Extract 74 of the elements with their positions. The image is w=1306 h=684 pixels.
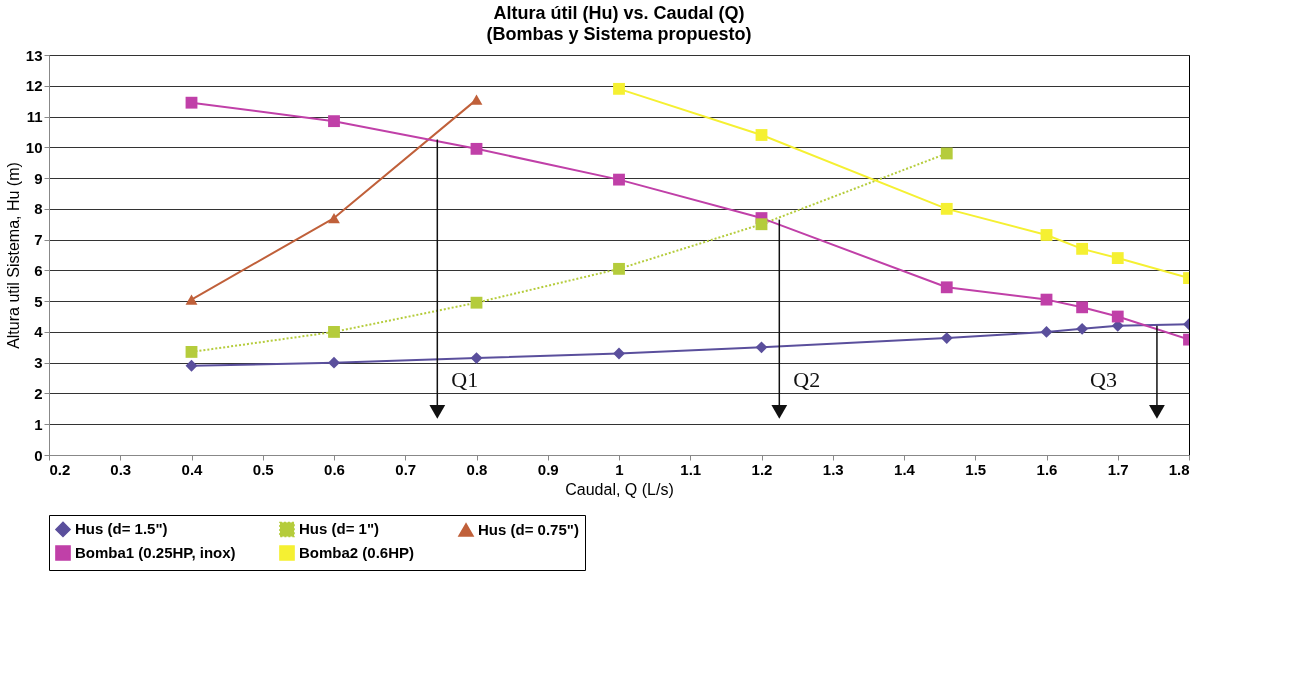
y-tick-label: 4: [34, 323, 44, 341]
x-tick-label: 1.2: [751, 460, 773, 478]
point: [470, 296, 483, 309]
x-tick-label: 1.7: [1107, 460, 1129, 478]
point: [185, 96, 198, 109]
y-tick-label: 0: [34, 446, 43, 464]
y-tick-label: 2: [34, 384, 43, 402]
point: [755, 341, 768, 354]
point: [328, 356, 340, 369]
y-tick-label: 8: [34, 200, 43, 218]
x-tick-label: 0.5: [252, 460, 274, 478]
point: [755, 129, 768, 141]
x-tick-label: 0.9: [537, 460, 559, 478]
point: [940, 147, 953, 160]
legend-label: Hus (d= 0.75"): [478, 520, 579, 538]
point: [940, 281, 953, 294]
legend-label: Hus (d= 1"): [299, 520, 380, 538]
x-tick-label: 1.5: [965, 460, 987, 478]
point: [1111, 252, 1124, 264]
y-tick-label: 1: [34, 415, 43, 433]
chart-title: Altura útil (Hu) vs. Caudal (Q): [493, 3, 745, 23]
point: [1040, 326, 1053, 338]
point: [185, 359, 198, 372]
point: [1111, 310, 1124, 323]
y-tick-label: 5: [34, 292, 43, 310]
point: [1076, 242, 1089, 255]
chart-subtitle: (Bombas y Sistema propuesto): [486, 24, 752, 44]
y-tick-label: 12: [25, 77, 43, 95]
point: [940, 202, 953, 215]
x-tick-label: 0.3: [110, 460, 132, 478]
y-tick-label: 6: [34, 261, 43, 279]
point: [185, 294, 198, 305]
y-tick-label: 11: [26, 108, 43, 126]
y-tick-label: 7: [34, 231, 43, 249]
point: [613, 82, 625, 95]
annotation: Q3: [1090, 366, 1117, 392]
x-tick-label: 1.6: [1036, 460, 1058, 478]
x-axis-title: Caudal, Q (L/s): [565, 480, 674, 498]
x-tick-label: 0.4: [181, 460, 204, 478]
point: [470, 142, 483, 155]
y-tick-label: 3: [34, 354, 43, 372]
point: [1076, 301, 1089, 314]
point: [755, 218, 768, 231]
x-tick-label: 0.8: [466, 460, 488, 478]
point: [328, 212, 340, 224]
x-tick-label: 1.8: [1168, 460, 1190, 478]
point: [1076, 322, 1089, 335]
legend-label: Bomba2 (0.6HP): [299, 544, 415, 561]
point: [940, 332, 953, 344]
annotation: Q2: [793, 366, 821, 392]
point: [328, 326, 340, 338]
y-tick-label: 13: [25, 46, 43, 64]
x-tick-label: 1.3: [822, 460, 844, 478]
legend-label: Hus (d= 1.5"): [75, 520, 168, 538]
x-tick-label: 1.4: [894, 460, 916, 478]
point: [1040, 229, 1053, 241]
x-tick-label: 0.6: [324, 460, 345, 478]
x-tick-label: 1: [615, 460, 624, 478]
point: [470, 94, 483, 105]
point: [613, 347, 625, 360]
point: [1040, 293, 1053, 306]
x-tick-label: 1.1: [680, 460, 702, 478]
x-tick-label: 0.2: [49, 460, 71, 478]
y-tick-label: 10: [25, 138, 43, 156]
y-tick-label: 9: [34, 169, 43, 187]
point: [613, 262, 625, 275]
annotation: Q1: [451, 366, 479, 392]
x-tick-label: 0.7: [395, 460, 417, 478]
point: [613, 173, 625, 186]
legend-label: Bomba1 (0.25HP, inox): [75, 544, 236, 561]
y-axis-title: Altura util Sistema, Hu (m): [4, 162, 22, 349]
point: [470, 352, 483, 364]
point: [328, 115, 340, 128]
point: [185, 346, 198, 358]
